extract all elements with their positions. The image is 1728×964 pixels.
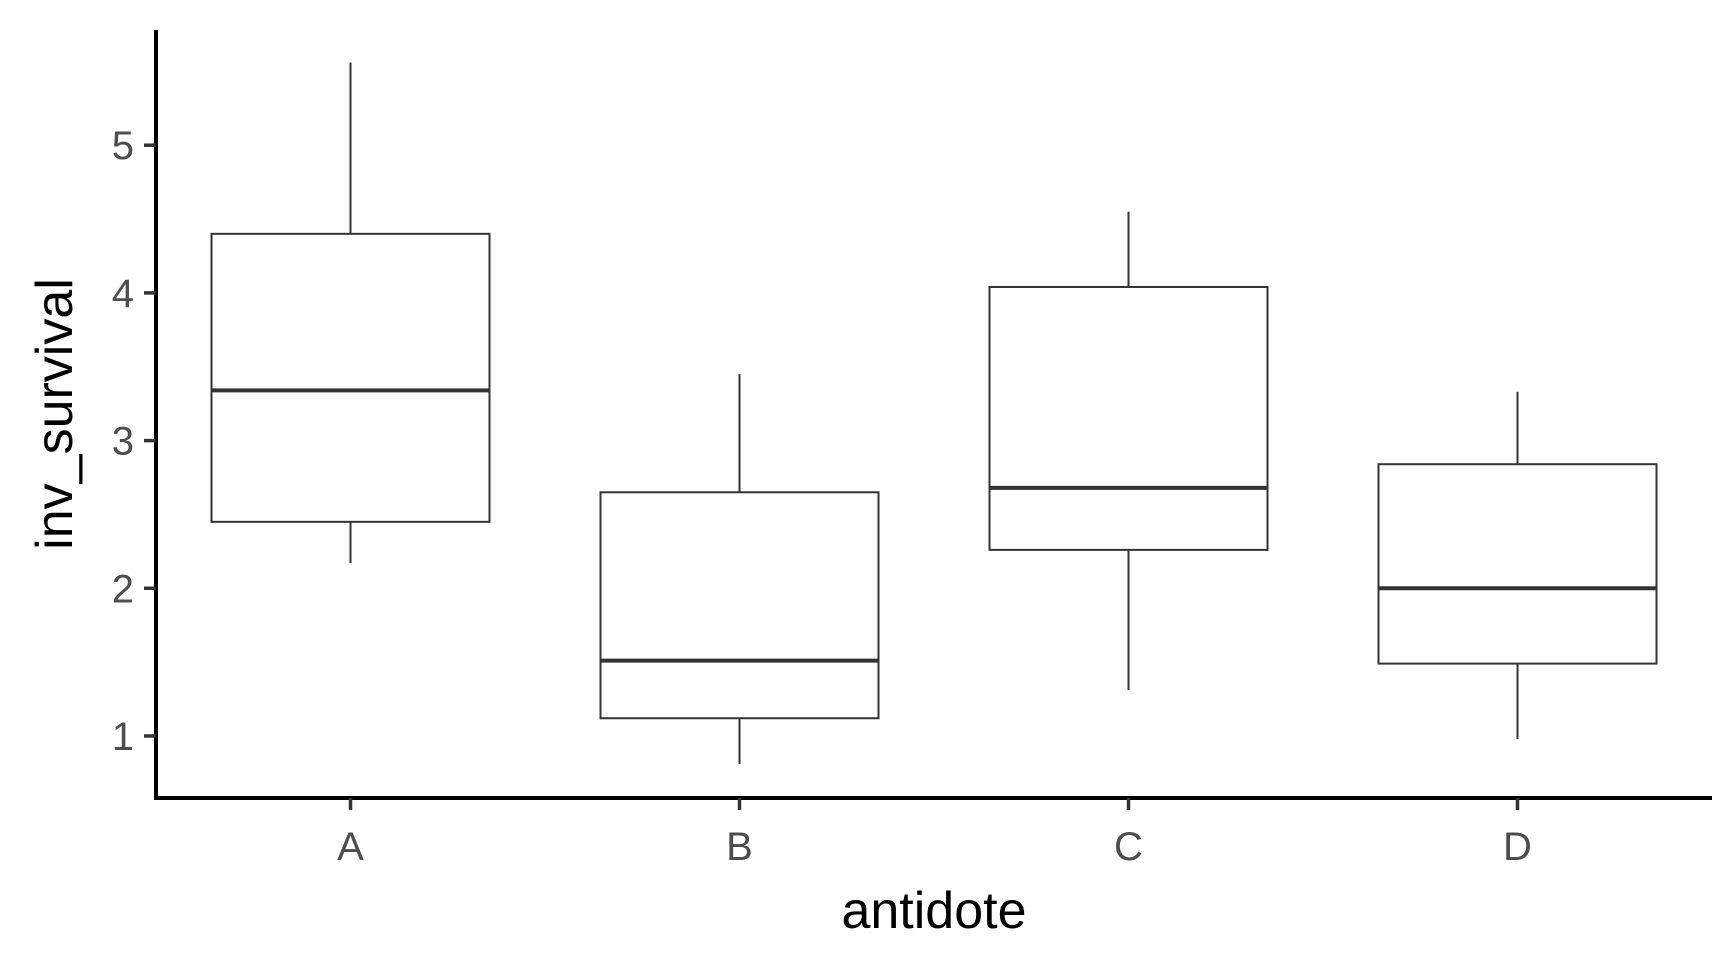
- y-ticks: 1 2 3 4 5: [112, 124, 156, 759]
- y-tick-label: 1: [112, 715, 134, 759]
- x-tick-label: D: [1503, 825, 1532, 869]
- x-tick-label: B: [726, 825, 753, 869]
- boxes-layer: [210, 62, 1658, 765]
- x-tick-label: C: [1114, 825, 1143, 869]
- y-tick-label: 3: [112, 420, 134, 464]
- iqr-box: [210, 232, 491, 523]
- box-B: [599, 374, 880, 765]
- y-axis-title: inv_survival: [26, 278, 84, 550]
- y-tick-label: 4: [112, 272, 134, 316]
- box-C: [988, 211, 1269, 691]
- axes-layer: [154, 30, 1712, 800]
- box-D: [1377, 391, 1658, 739]
- box-A: [210, 62, 491, 564]
- iqr-box: [1377, 463, 1658, 665]
- x-ticks: A B C D: [337, 798, 1532, 869]
- y-tick-label: 5: [112, 124, 134, 168]
- iqr-box: [988, 285, 1269, 551]
- y-tick-label: 2: [112, 567, 134, 611]
- x-tick-label: A: [337, 825, 364, 869]
- x-axis-title: antidote: [841, 882, 1026, 940]
- iqr-box: [599, 491, 880, 720]
